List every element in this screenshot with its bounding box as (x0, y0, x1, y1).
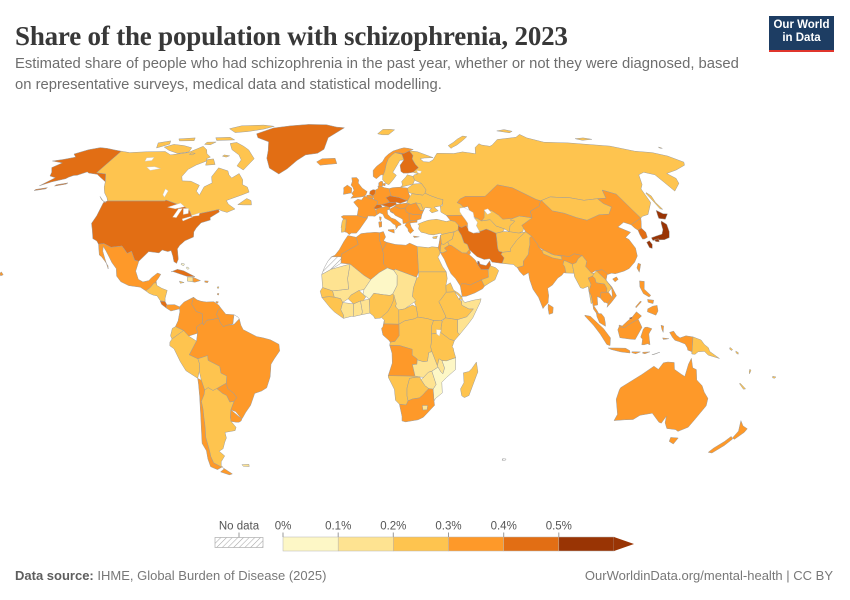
svg-text:0.5%: 0.5% (546, 521, 572, 533)
svg-text:0.4%: 0.4% (491, 521, 517, 533)
svg-text:0.2%: 0.2% (380, 521, 406, 533)
svg-text:No data: No data (219, 521, 260, 533)
svg-text:0%: 0% (275, 521, 292, 533)
svg-text:0.3%: 0.3% (435, 521, 461, 533)
svg-text:0.1%: 0.1% (325, 521, 351, 533)
